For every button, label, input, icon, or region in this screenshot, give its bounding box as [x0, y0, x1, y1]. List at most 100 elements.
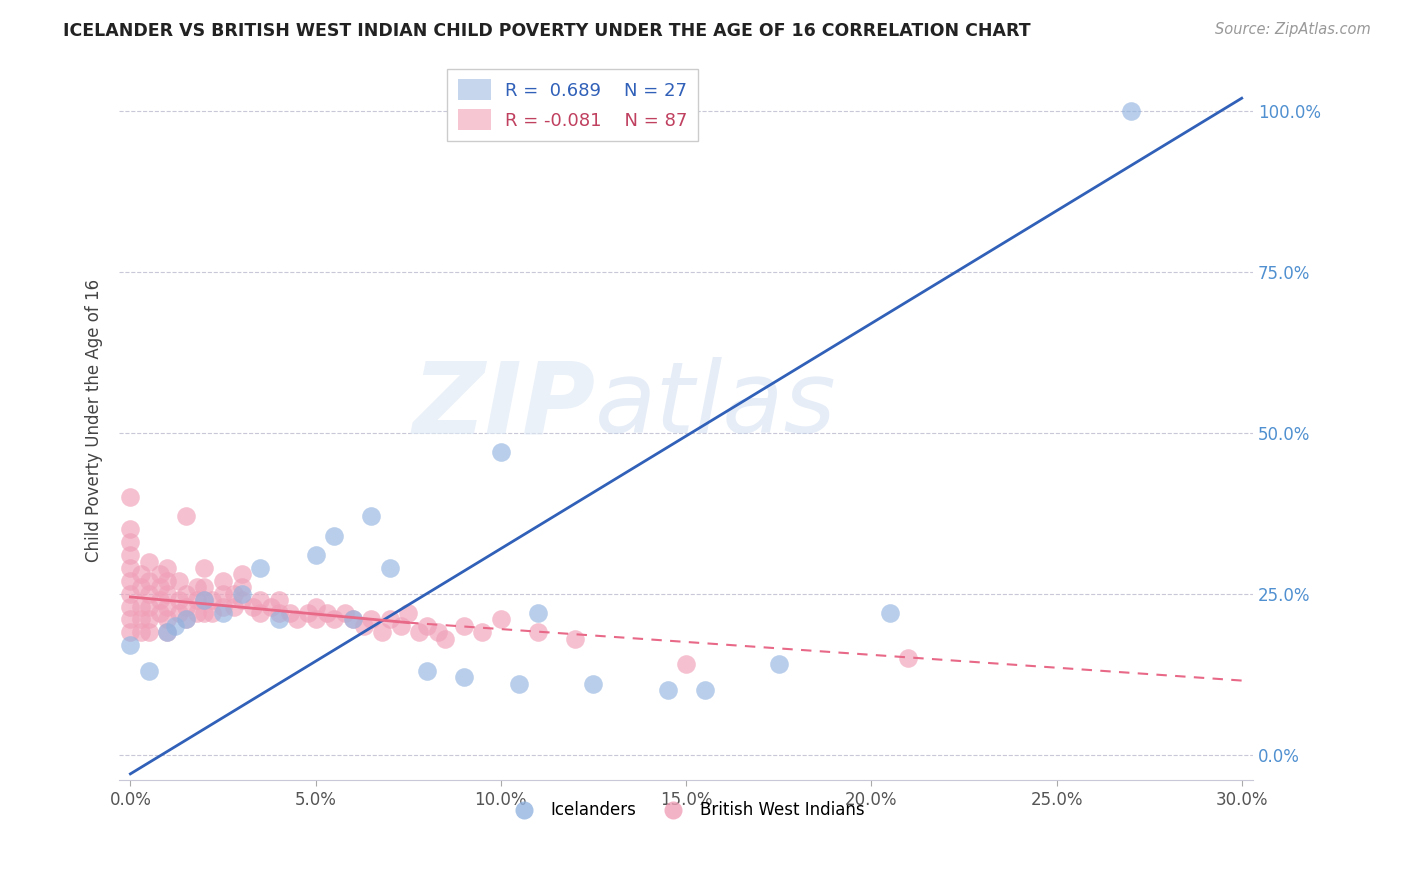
Point — [120, 535, 142, 549]
Y-axis label: Child Poverty Under the Age of 16: Child Poverty Under the Age of 16 — [86, 278, 103, 561]
Point — [201, 593, 224, 607]
Point — [138, 587, 160, 601]
Point — [138, 664, 160, 678]
Text: ICELANDER VS BRITISH WEST INDIAN CHILD POVERTY UNDER THE AGE OF 16 CORRELATION C: ICELANDER VS BRITISH WEST INDIAN CHILD P… — [63, 22, 1031, 40]
Point — [174, 612, 197, 626]
Point — [249, 606, 271, 620]
Point — [193, 580, 215, 594]
Point — [453, 670, 475, 684]
Point — [693, 683, 716, 698]
Point — [193, 561, 215, 575]
Point — [138, 599, 160, 614]
Point — [120, 574, 142, 588]
Point — [396, 606, 419, 620]
Point — [167, 593, 190, 607]
Point — [163, 619, 186, 633]
Point — [489, 445, 512, 459]
Point — [231, 593, 253, 607]
Point — [231, 587, 253, 601]
Point — [156, 587, 179, 601]
Point — [174, 587, 197, 601]
Point — [138, 612, 160, 626]
Point — [278, 606, 301, 620]
Point — [120, 599, 142, 614]
Point — [131, 567, 153, 582]
Point — [297, 606, 319, 620]
Point — [342, 612, 364, 626]
Point — [131, 580, 153, 594]
Point — [434, 632, 457, 646]
Text: Source: ZipAtlas.com: Source: ZipAtlas.com — [1215, 22, 1371, 37]
Point — [564, 632, 586, 646]
Point — [120, 587, 142, 601]
Point — [231, 567, 253, 582]
Point — [249, 561, 271, 575]
Point — [174, 599, 197, 614]
Point — [149, 606, 172, 620]
Point — [371, 625, 394, 640]
Point — [149, 593, 172, 607]
Point — [167, 574, 190, 588]
Point — [120, 625, 142, 640]
Point — [657, 683, 679, 698]
Point — [408, 625, 430, 640]
Point — [156, 625, 179, 640]
Point — [131, 599, 153, 614]
Point — [267, 606, 290, 620]
Point — [167, 606, 190, 620]
Point — [416, 664, 439, 678]
Point — [378, 561, 401, 575]
Point — [323, 529, 346, 543]
Point — [527, 606, 550, 620]
Point — [249, 593, 271, 607]
Point — [768, 657, 790, 672]
Point — [224, 599, 246, 614]
Point — [131, 625, 153, 640]
Point — [242, 599, 264, 614]
Point — [304, 612, 326, 626]
Point — [120, 561, 142, 575]
Point — [186, 606, 208, 620]
Point — [149, 567, 172, 582]
Point — [353, 619, 375, 633]
Legend: Icelanders, British West Indians: Icelanders, British West Indians — [501, 795, 872, 826]
Point — [212, 606, 235, 620]
Point — [315, 606, 337, 620]
Point — [285, 612, 308, 626]
Point — [193, 593, 215, 607]
Text: atlas: atlas — [595, 357, 837, 454]
Point — [453, 619, 475, 633]
Point — [174, 612, 197, 626]
Point — [156, 612, 179, 626]
Point — [342, 612, 364, 626]
Point — [156, 561, 179, 575]
Point — [304, 599, 326, 614]
Point — [267, 593, 290, 607]
Point — [120, 612, 142, 626]
Point — [260, 599, 283, 614]
Point — [174, 509, 197, 524]
Point — [489, 612, 512, 626]
Text: ZIP: ZIP — [412, 357, 595, 454]
Point — [879, 606, 901, 620]
Point — [335, 606, 357, 620]
Point — [186, 580, 208, 594]
Point — [360, 612, 382, 626]
Point — [156, 625, 179, 640]
Point — [138, 555, 160, 569]
Point — [193, 593, 215, 607]
Point — [897, 651, 920, 665]
Point — [193, 606, 215, 620]
Point — [416, 619, 439, 633]
Point — [426, 625, 449, 640]
Point — [1119, 104, 1142, 119]
Point — [212, 587, 235, 601]
Point — [224, 587, 246, 601]
Point — [186, 593, 208, 607]
Point — [323, 612, 346, 626]
Point — [508, 677, 530, 691]
Point — [120, 490, 142, 504]
Point — [267, 612, 290, 626]
Point — [138, 625, 160, 640]
Point — [304, 548, 326, 562]
